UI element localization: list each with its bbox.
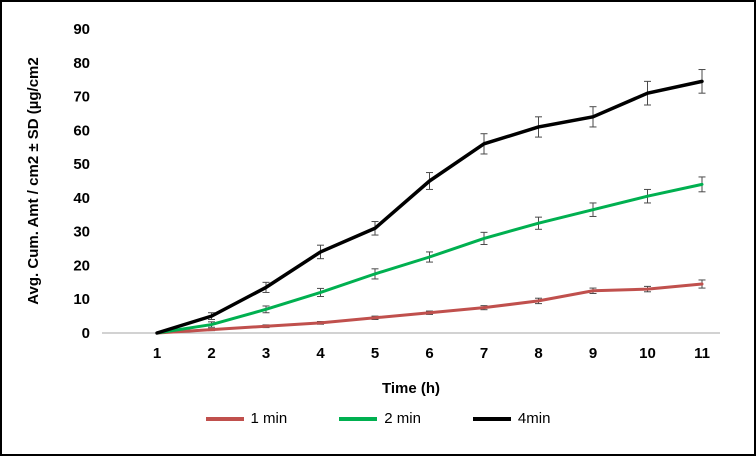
svg-text:6: 6	[425, 345, 433, 362]
svg-text:9: 9	[589, 345, 597, 362]
svg-text:11: 11	[694, 345, 710, 362]
svg-text:90: 90	[73, 21, 90, 38]
svg-text:80: 80	[73, 55, 90, 72]
svg-text:10: 10	[639, 345, 656, 362]
legend-label-4min: 4min	[517, 410, 551, 427]
svg-text:30: 30	[73, 224, 90, 241]
svg-text:3: 3	[262, 345, 270, 362]
legend-item-1min: 1 min	[205, 410, 288, 427]
svg-text:4: 4	[316, 345, 325, 362]
svg-text:10: 10	[73, 291, 90, 308]
x-axis-title: Time (h)	[381, 380, 441, 397]
legend-item-4min: 4min	[472, 410, 551, 427]
svg-text:50: 50	[73, 156, 90, 173]
svg-text:7: 7	[480, 345, 488, 362]
svg-text:8: 8	[534, 345, 542, 362]
legend-item-2min: 2 min	[339, 410, 421, 427]
legend-label-2min: 2 min	[384, 410, 421, 427]
svg-text:70: 70	[73, 89, 90, 106]
svg-text:60: 60	[73, 122, 90, 139]
svg-text:2: 2	[207, 345, 215, 362]
legend-label-1min: 1 min	[250, 410, 288, 427]
svg-text:0: 0	[82, 325, 90, 342]
legend-swatch-1min-icon	[205, 416, 244, 421]
svg-text:20: 20	[73, 257, 90, 274]
chart-legend: 1 min 2 min 4min	[2, 410, 754, 427]
legend-swatch-4min-icon	[472, 416, 511, 421]
svg-text:5: 5	[371, 345, 379, 362]
svg-text:40: 40	[73, 190, 90, 207]
legend-swatch-2min-icon	[339, 416, 378, 421]
svg-text:1: 1	[153, 345, 161, 362]
